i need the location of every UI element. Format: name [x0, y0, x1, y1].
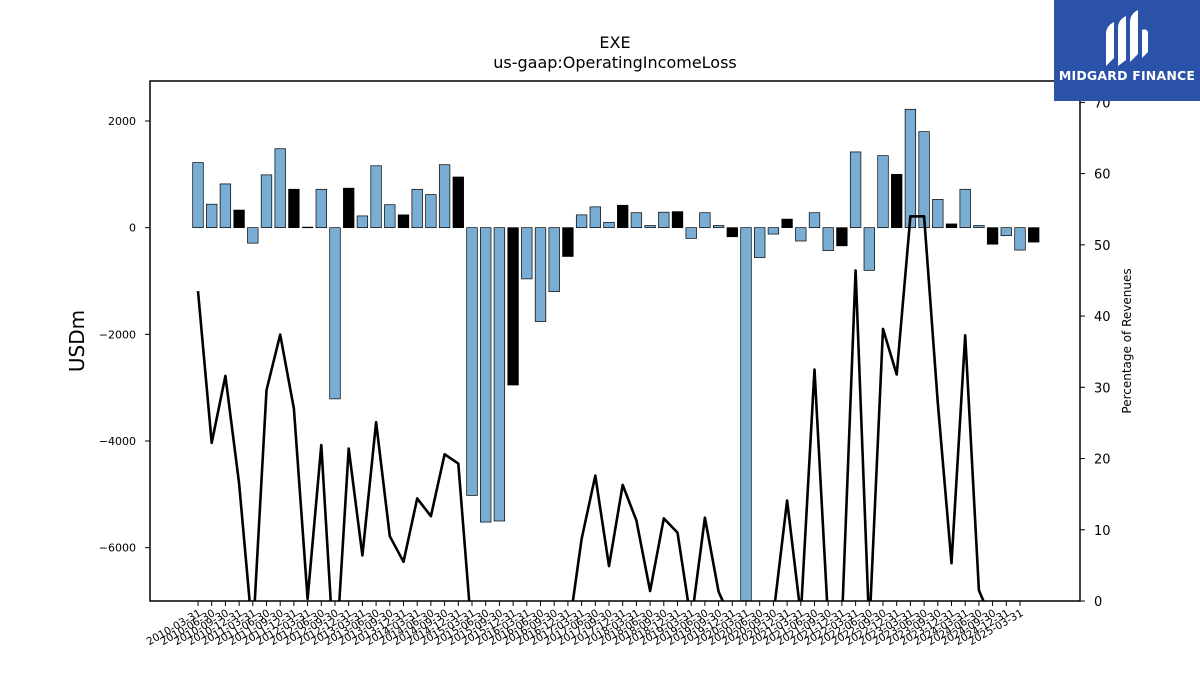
y-tick-label: −2000 — [99, 328, 136, 341]
bar — [1014, 227, 1026, 251]
y-tick-label: −4000 — [99, 435, 136, 448]
bar — [411, 188, 423, 229]
bar — [260, 174, 273, 229]
bar — [219, 183, 232, 229]
logo-text: MIDGARD FINANCE — [1058, 68, 1196, 83]
x-axis: 2010-03-312010-06-302010-09-302010-12-31… — [145, 601, 1026, 648]
bars-layer — [192, 108, 1040, 602]
bar — [589, 206, 601, 229]
y2-tick-label: 10 — [1094, 524, 1111, 539]
bar — [397, 214, 410, 229]
bar — [671, 211, 684, 229]
bar — [863, 227, 875, 271]
bar — [959, 188, 971, 229]
bar — [493, 227, 506, 522]
bar — [370, 165, 382, 229]
midgard-logo-icon — [1106, 10, 1148, 66]
bar — [425, 194, 437, 229]
y2-axis-label: Percentage of Revenues — [1120, 268, 1134, 413]
y-tick-label: 0 — [129, 222, 136, 235]
y-tick-label: 2000 — [108, 115, 136, 128]
y-axis-label: USDm — [65, 310, 89, 372]
chart-subtitle: us-gaap:OperatingIncomeLoss — [493, 53, 737, 72]
y-tick-label: −6000 — [99, 542, 136, 555]
bar — [630, 212, 643, 229]
bar — [1000, 227, 1012, 237]
bar — [247, 227, 259, 244]
bar — [329, 227, 341, 400]
bar — [808, 212, 821, 229]
bar — [438, 164, 451, 229]
percentage-line — [196, 215, 985, 601]
bar — [685, 227, 697, 239]
bar — [754, 227, 766, 258]
bar — [1028, 227, 1040, 243]
bar — [384, 204, 396, 229]
bar — [206, 203, 218, 229]
bar — [849, 151, 862, 229]
bar — [699, 212, 711, 229]
bar — [726, 227, 738, 238]
y2-tick-label: 50 — [1094, 239, 1111, 254]
bar — [480, 227, 492, 523]
bar — [617, 204, 629, 229]
bar — [836, 227, 848, 247]
midgard-finance-logo: MIDGARD FINANCE — [1054, 0, 1200, 101]
bar — [767, 227, 780, 235]
bar — [891, 173, 903, 229]
bar — [288, 188, 300, 229]
bar — [945, 223, 958, 229]
bar — [562, 227, 574, 257]
bar — [575, 214, 588, 229]
bar — [452, 176, 464, 229]
bar — [274, 148, 286, 229]
bar — [740, 227, 752, 602]
bar — [904, 108, 917, 229]
line-layer — [196, 215, 985, 601]
bar — [603, 221, 615, 229]
bar — [644, 225, 656, 229]
bar — [466, 227, 478, 496]
bar — [192, 162, 204, 229]
y2-tick-label: 0 — [1094, 595, 1102, 610]
y2-tick-label: 30 — [1094, 381, 1111, 396]
chart-title: EXE — [599, 33, 630, 52]
bar — [534, 227, 547, 322]
plot-frame — [149, 80, 1081, 602]
bar — [658, 211, 670, 229]
y-axis: 2000 0 −2000 −4000 −6000 — [99, 115, 150, 555]
bar — [781, 218, 793, 229]
bar — [356, 215, 369, 229]
bar — [548, 227, 560, 293]
bar — [918, 131, 930, 229]
y2-tick-label: 20 — [1094, 453, 1111, 468]
bar — [315, 188, 327, 229]
bar — [795, 227, 807, 242]
bar — [521, 227, 533, 280]
y2-tick-label: 60 — [1094, 168, 1111, 183]
bar — [932, 199, 944, 229]
bar — [301, 226, 314, 229]
bar — [343, 187, 355, 229]
bar — [507, 227, 519, 386]
bar — [877, 155, 889, 229]
bar — [712, 225, 725, 229]
bar — [822, 227, 834, 251]
bar — [986, 227, 999, 245]
bar — [233, 209, 245, 229]
bar — [973, 225, 985, 229]
y2-tick-label: 40 — [1094, 310, 1111, 325]
